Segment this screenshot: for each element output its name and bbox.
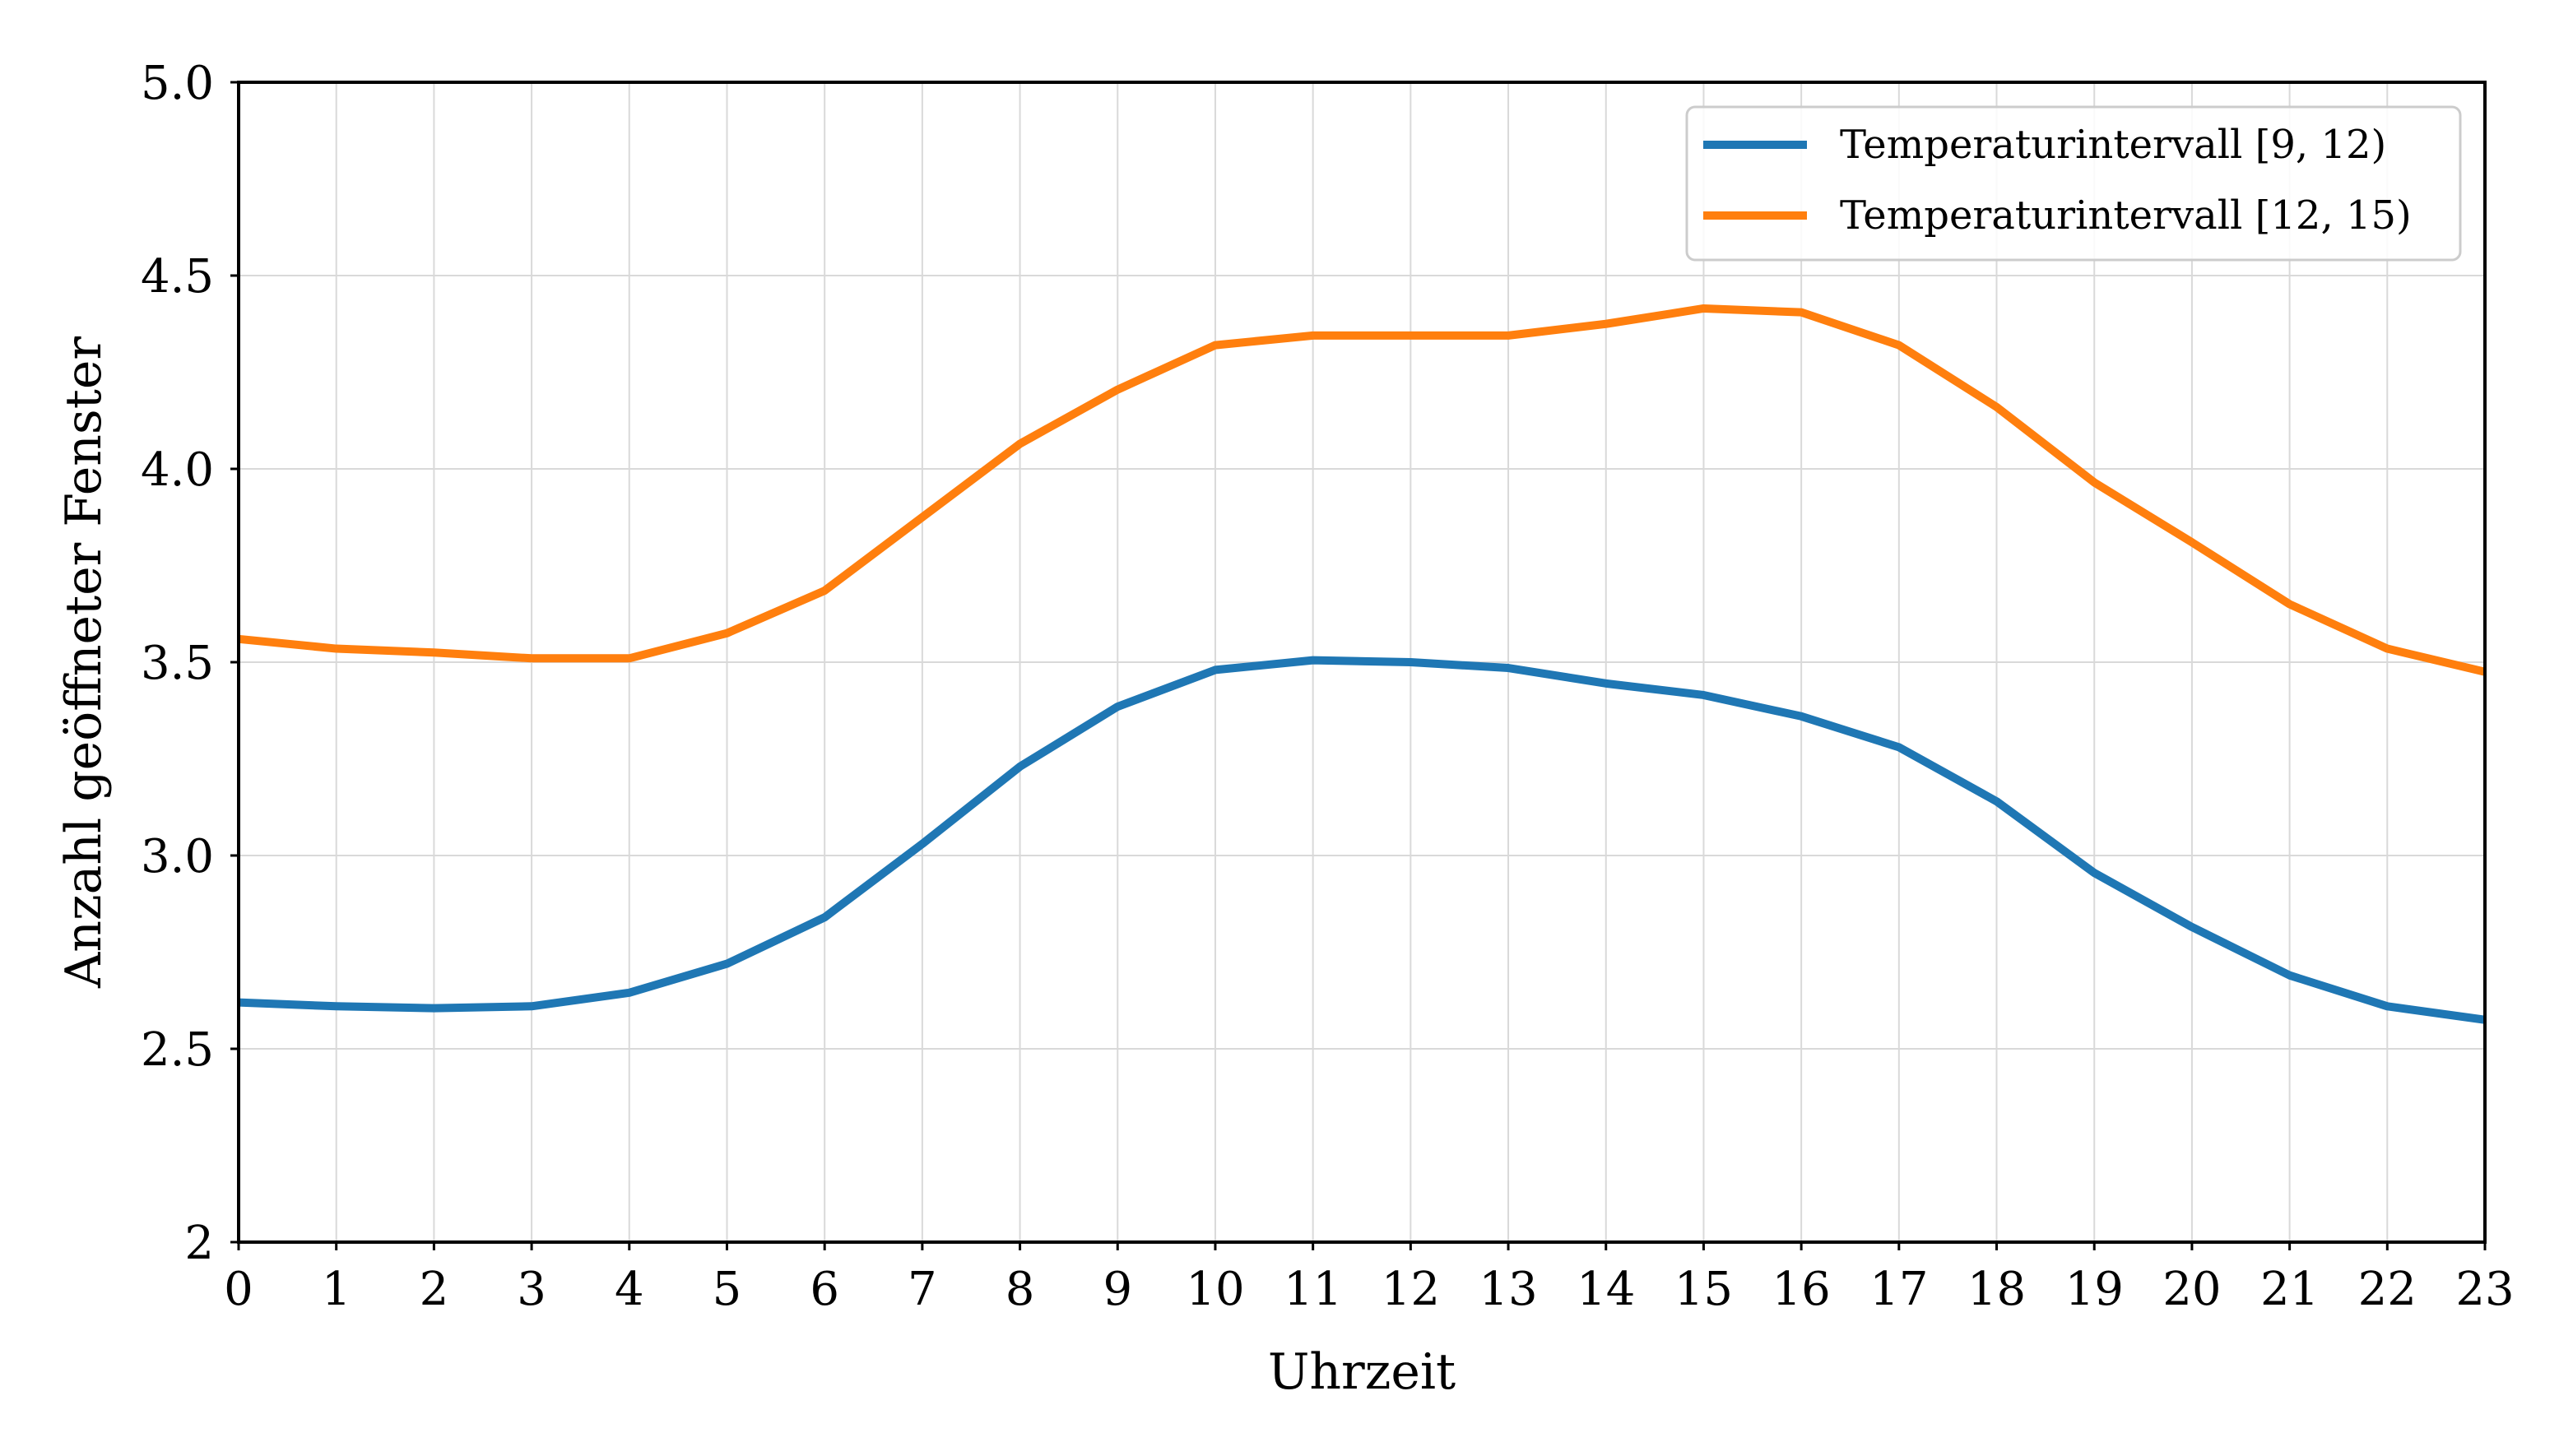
y-axis-label: Anzahl geöffneter Fenster [55,336,113,989]
x-tick-label: 14 [1577,1263,1635,1316]
x-tick-label: 4 [615,1263,644,1316]
x-tick-label: 5 [713,1263,742,1316]
x-axis-label: Uhrzeit [1268,1343,1456,1401]
x-tick-label: 23 [2455,1263,2514,1316]
axis-ticks: 0 1 2 3 4 5 6 7 8 9 10 11 12 13 14 15 16 17 18 19 20 21 22 2322… [141,57,2515,1316]
legend-label-series-2: Temperaturintervall [12, 15) [1840,192,2412,239]
y-tick-label: 2 [184,1217,214,1270]
y-tick-label: 3.0 [141,830,214,883]
x-tick-label: 8 [1005,1263,1035,1316]
series-line-1 [238,656,2486,1024]
x-tick-label: 1 [322,1263,351,1316]
x-tick-label: 3 [517,1263,546,1316]
y-tick-label: 4.0 [141,443,214,497]
y-tick-label: 4.5 [141,250,214,304]
x-tick-label: 18 [1967,1263,2026,1316]
x-tick-label: 21 [2260,1263,2319,1316]
x-tick-label: 13 [1479,1263,1537,1316]
x-tick-label: 20 [2162,1263,2221,1316]
x-tick-label: 10 [1186,1263,1244,1316]
y-tick-label: 3.5 [141,637,214,690]
legend-label-series-1: Temperaturintervall [9, 12) [1840,122,2386,168]
series-lines [238,304,2487,1024]
x-tick-label: 19 [2065,1263,2124,1316]
x-tick-label: 22 [2358,1263,2417,1316]
x-tick-label: 6 [810,1263,839,1316]
legend: Temperaturintervall [9, 12) Temperaturin… [1685,105,2462,262]
x-tick-label: 11 [1284,1263,1342,1316]
y-tick-label: 2.5 [141,1023,214,1077]
x-tick-label: 17 [1869,1263,1928,1316]
x-tick-label: 7 [908,1263,937,1316]
x-tick-label: 15 [1674,1263,1733,1316]
x-tick-label: 0 [224,1263,253,1316]
x-tick-label: 2 [420,1263,449,1316]
x-tick-label: 12 [1382,1263,1440,1316]
x-tick-label: 9 [1103,1263,1132,1316]
y-tick-label: 5.0 [141,57,214,110]
legend-box [1685,105,2462,262]
series-line-2 [238,304,2487,676]
x-tick-label: 16 [1772,1263,1830,1316]
